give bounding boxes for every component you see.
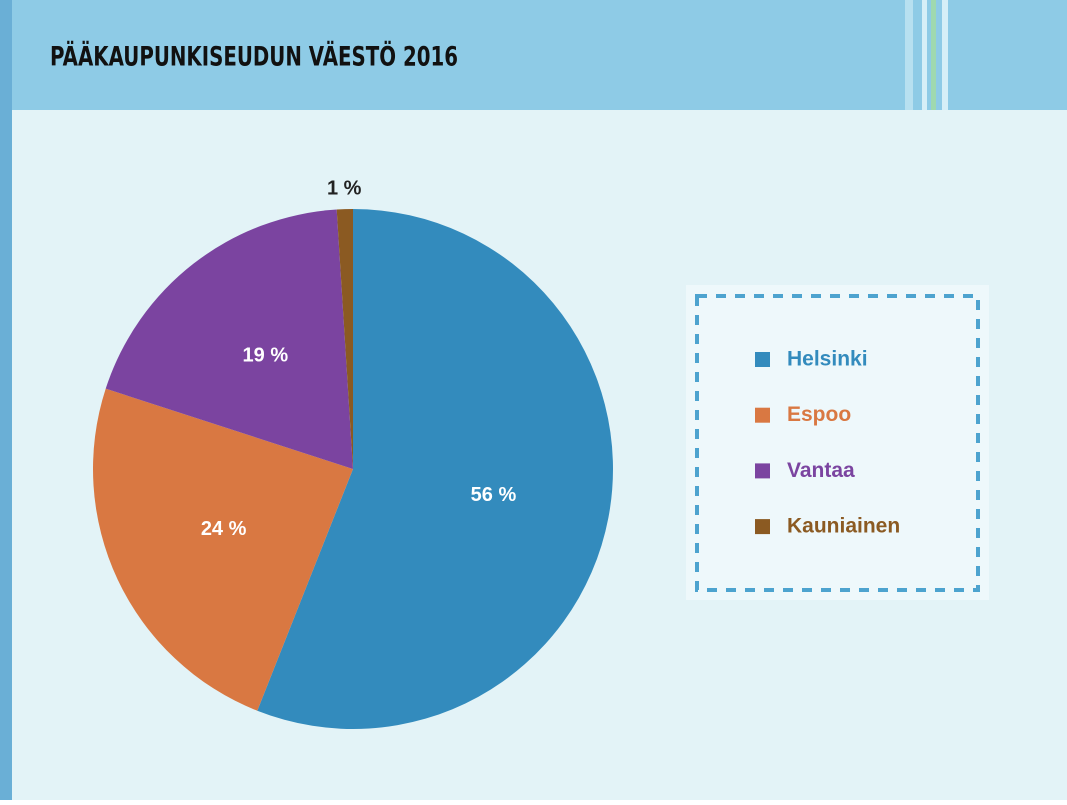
legend-label: Kauniainen xyxy=(787,515,900,538)
legend-label: Helsinki xyxy=(787,348,868,371)
header-stripe xyxy=(905,0,913,110)
legend-box xyxy=(686,285,989,600)
pie-slice xyxy=(105,209,353,469)
pie-slice xyxy=(93,388,353,711)
pie-slice xyxy=(257,209,613,729)
legend-swatch xyxy=(755,519,770,535)
pie-slice xyxy=(336,209,353,469)
legend-swatch xyxy=(755,352,770,367)
header-stripe xyxy=(942,0,948,110)
chart-title: PÄÄKAUPUNKISEUDUN VÄESTÖ 2016 xyxy=(50,40,458,73)
data-label: 56 % xyxy=(471,484,517,506)
legend-border xyxy=(695,294,980,592)
legend-swatch xyxy=(755,463,770,479)
data-label: 19 % xyxy=(243,344,289,366)
legend-swatch xyxy=(755,407,770,423)
header-band xyxy=(0,0,1067,110)
header-stripe xyxy=(931,0,936,110)
legend-label: Espoo xyxy=(787,403,851,426)
data-label: 24 % xyxy=(201,518,247,540)
legend-label: Vantaa xyxy=(787,459,855,482)
pie: 56 % 24 % 19 % 1 % xyxy=(93,177,613,729)
legend: Helsinki Espoo Vantaa Kauniainen xyxy=(755,348,900,538)
header-stripe xyxy=(922,0,927,110)
left-strip xyxy=(0,0,12,800)
data-label: 1 % xyxy=(327,177,362,199)
